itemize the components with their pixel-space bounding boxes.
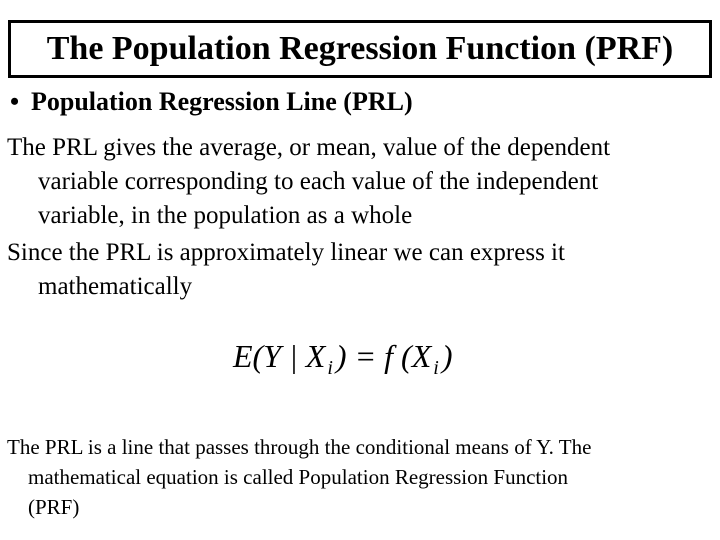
equation-lhs: E(Y | X [233, 338, 326, 374]
paragraph-linearity: Since the PRL is approximately linear we… [7, 236, 565, 304]
equation-mid: ) = f (X [335, 338, 432, 374]
text-line: mathematical equation is called Populati… [28, 465, 569, 489]
title-box: The Population Regression Function (PRF) [8, 20, 712, 78]
bullet-icon: • [10, 87, 20, 116]
page-title: The Population Regression Function (PRF) [46, 30, 674, 67]
text-line: variable corresponding to each value of … [38, 168, 599, 195]
text-line: (PRF) [28, 495, 80, 519]
text-line: variable, in the population as a whole [38, 202, 413, 229]
equation-subscript-i: i [327, 357, 333, 380]
equation-subscript-i: i [433, 357, 439, 380]
text-line: The PRL is a line that passes through th… [7, 435, 592, 459]
text-line: The PRL gives the average, or mean, valu… [7, 134, 611, 161]
bullet-item: • Population Regression Line (PRL) [10, 87, 413, 117]
paragraph-prl-definition: The PRL gives the average, or mean, valu… [7, 131, 610, 233]
text-line: Since the PRL is approximately linear we… [7, 239, 565, 266]
paragraph-conditional-means: The PRL is a line that passes through th… [7, 432, 591, 522]
equation-end: ) [441, 338, 453, 374]
text-line: mathematically [38, 273, 193, 300]
bullet-label: Population Regression Line (PRL) [31, 87, 413, 116]
